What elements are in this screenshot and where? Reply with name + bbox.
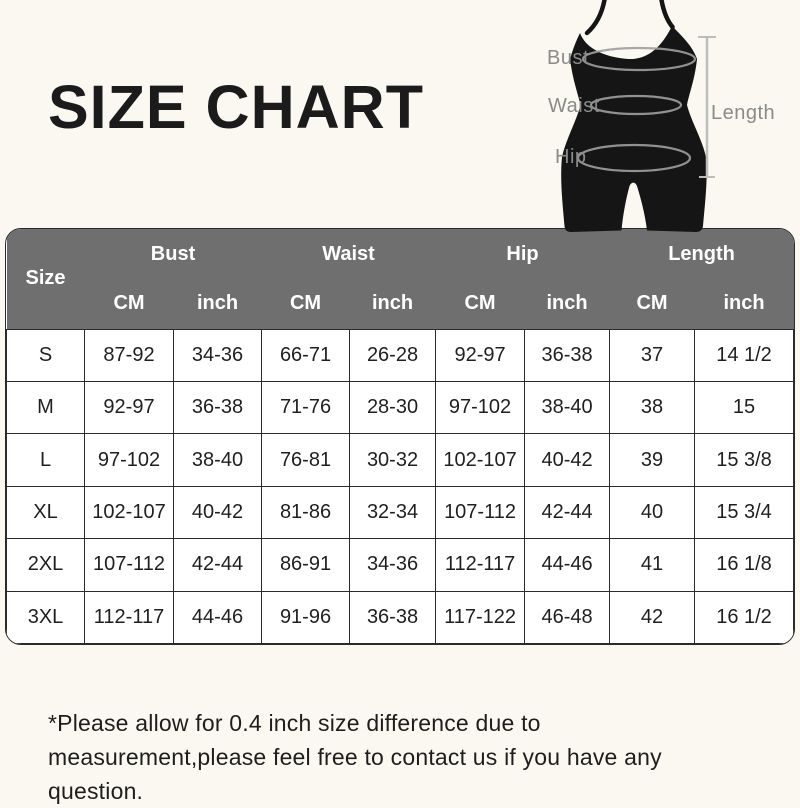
waist-measure-ellipse <box>589 94 683 116</box>
table-row: M 92-97 36-38 71-76 28-30 97-102 38-40 3… <box>6 380 794 435</box>
table-row: XL 102-107 40-42 81-86 32-34 107-112 42-… <box>6 485 794 540</box>
measurement-cell: 16 1/8 <box>694 538 794 592</box>
measurement-cell: 38-40 <box>172 433 263 487</box>
col-header-size: Size <box>6 229 85 329</box>
measurement-cell: 38-40 <box>524 380 611 435</box>
bodysuit-body <box>561 26 707 232</box>
unit-header-waist-inch: inch <box>349 279 436 329</box>
table-row: 2XL 107-112 42-44 86-91 34-36 112-117 44… <box>6 538 794 592</box>
measurement-cell: 102-107 <box>84 485 174 540</box>
unit-header-waist-cm: CM <box>261 279 350 329</box>
measurement-cell: 34-36 <box>172 328 263 382</box>
size-cell: XL <box>6 485 85 540</box>
size-table-container: Size Bust Waist Hip Length CM inch CM in… <box>5 228 795 645</box>
measurement-cell: 81-86 <box>261 485 351 540</box>
measurement-cell: 112-117 <box>435 538 526 592</box>
size-cell: 2XL <box>6 538 85 592</box>
measurement-cell: 34-36 <box>349 538 437 592</box>
measurement-cell: 44-46 <box>172 590 263 644</box>
measurement-cell: 42-44 <box>524 485 611 540</box>
measurement-cell: 14 1/2 <box>694 328 794 382</box>
size-cell: 3XL <box>6 590 85 644</box>
col-group-hip: Hip <box>435 229 610 279</box>
unit-header-bust-inch: inch <box>173 279 262 329</box>
unit-header-hip-inch: inch <box>524 279 610 329</box>
page-title: SIZE CHART <box>48 73 424 141</box>
measurement-cell: 92-97 <box>84 380 174 435</box>
bust-measure-ellipse <box>581 46 697 72</box>
bodysuit-strap-left <box>584 0 607 36</box>
table-row: L 97-102 38-40 76-81 30-32 102-107 40-42… <box>6 433 794 487</box>
measurement-cell: 112-117 <box>84 590 174 644</box>
measurement-cell: 86-91 <box>261 538 351 592</box>
measurement-cell: 15 <box>694 380 794 435</box>
measurement-cell: 107-112 <box>84 538 174 592</box>
measurement-cell: 36-38 <box>524 328 611 382</box>
table-row: 3XL 112-117 44-46 91-96 36-38 117-122 46… <box>6 590 794 644</box>
unit-header-hip-cm: CM <box>435 279 525 329</box>
measurement-cell: 42 <box>609 590 696 644</box>
measurement-cell: 107-112 <box>435 485 526 540</box>
table-unit-header-row: CM inch CM inch CM inch CM inch <box>7 279 794 329</box>
size-cell: M <box>6 380 85 435</box>
figure-label-hip: Hip <box>555 146 587 168</box>
measurement-cell: 15 3/4 <box>694 485 794 540</box>
measurement-cell: 40-42 <box>524 433 611 487</box>
size-cell: S <box>6 328 85 382</box>
measurement-note: *Please allow for 0.4 inch size differen… <box>48 710 662 804</box>
figure-label-length: Length <box>711 102 776 124</box>
measurement-cell: 30-32 <box>349 433 437 487</box>
measurement-cell: 44-46 <box>524 538 611 592</box>
col-group-waist: Waist <box>261 229 436 279</box>
unit-header-length-inch: inch <box>694 279 794 329</box>
measurement-cell: 66-71 <box>261 328 351 382</box>
measurement-cell: 91-96 <box>261 590 351 644</box>
measurement-cell: 40 <box>609 485 696 540</box>
measurement-cell: 15 3/8 <box>694 433 794 487</box>
measurement-cell: 71-76 <box>261 380 351 435</box>
hip-measure-ellipse <box>576 143 692 173</box>
measurement-cell: 87-92 <box>84 328 174 382</box>
measurement-cell: 97-102 <box>435 380 526 435</box>
figure-label-bust: Bust <box>547 47 590 69</box>
measurement-cell: 46-48 <box>524 590 611 644</box>
measurement-cell: 26-28 <box>349 328 437 382</box>
bodysuit-strap-right <box>659 0 675 30</box>
unit-header-bust-cm: CM <box>84 279 174 329</box>
size-table: Size Bust Waist Hip Length CM inch CM in… <box>6 229 794 644</box>
measurement-cell: 76-81 <box>261 433 351 487</box>
measurement-cell: 42-44 <box>172 538 263 592</box>
measurement-cell: 32-34 <box>349 485 437 540</box>
col-group-length: Length <box>609 229 794 279</box>
measurement-cell: 16 1/2 <box>694 590 794 644</box>
measurement-cell: 28-30 <box>349 380 437 435</box>
bodysuit-illustration <box>561 0 716 232</box>
measurement-cell: 117-122 <box>435 590 526 644</box>
col-group-bust: Bust <box>84 229 262 279</box>
measurement-cell: 36-38 <box>172 380 263 435</box>
measurement-cell: 41 <box>609 538 696 592</box>
unit-header-length-cm: CM <box>609 279 695 329</box>
measurement-cell: 40-42 <box>172 485 263 540</box>
measurement-cell: 37 <box>609 328 696 382</box>
figure-label-waist: Waist <box>548 95 600 117</box>
measurement-cell: 39 <box>609 433 696 487</box>
measurement-cell: 38 <box>609 380 696 435</box>
measurement-cell: 102-107 <box>435 433 526 487</box>
measurement-cell: 97-102 <box>84 433 174 487</box>
measurement-cell: 92-97 <box>435 328 526 382</box>
table-group-header-row: Size Bust Waist Hip Length <box>6 229 794 329</box>
measurement-cell: 36-38 <box>349 590 437 644</box>
size-cell: L <box>6 433 85 487</box>
table-row: S 87-92 34-36 66-71 26-28 92-97 36-38 37… <box>6 328 794 382</box>
